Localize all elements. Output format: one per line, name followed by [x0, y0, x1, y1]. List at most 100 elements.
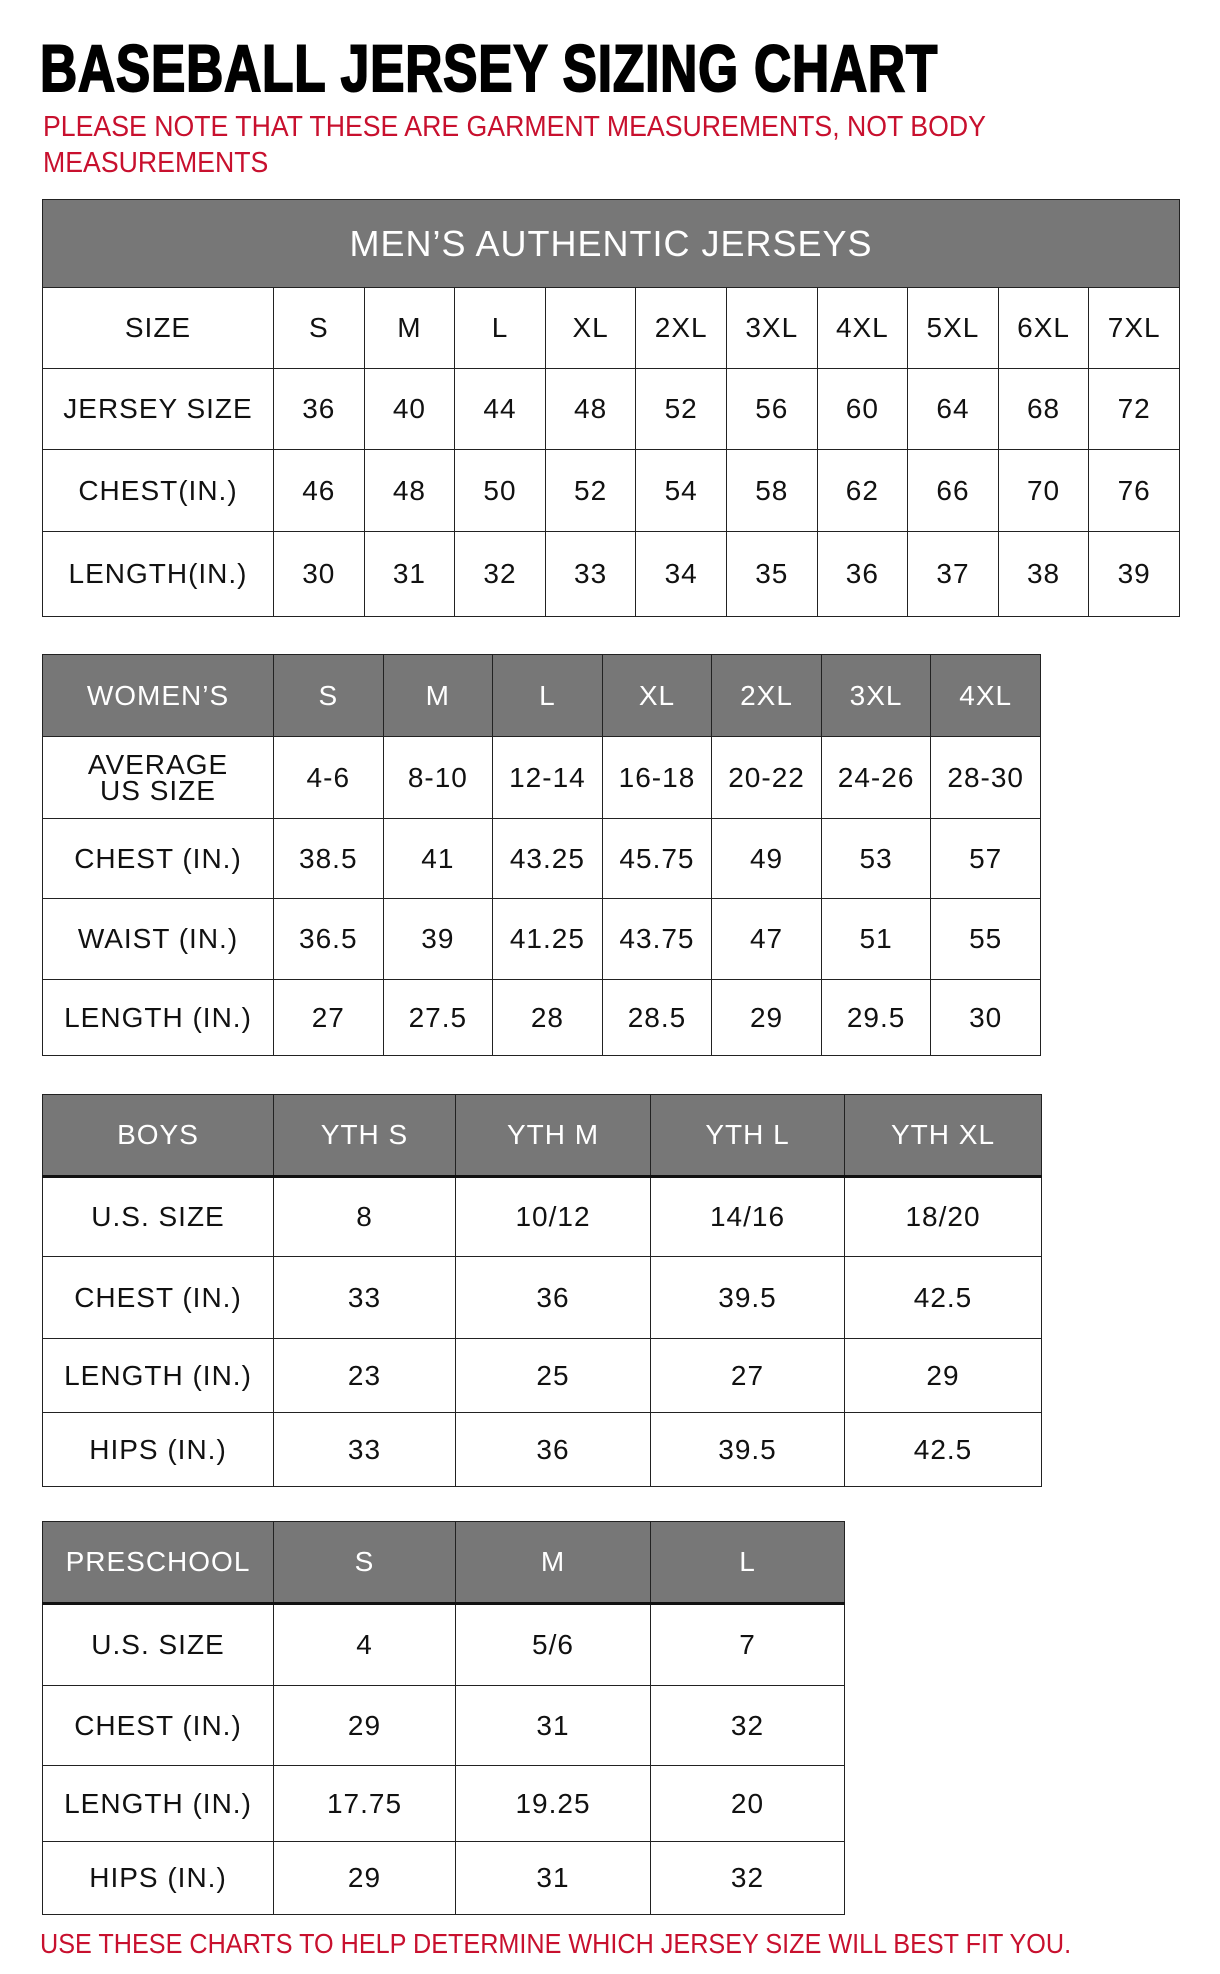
size-column-header: L — [492, 654, 603, 737]
mens-header-row: SIZE S M L XL 2XL 3XL 4XL 5XL 6XL 7XL — [42, 287, 1180, 369]
measurement-cell: 7 — [650, 1602, 845, 1686]
measurement-cell: 27 — [650, 1338, 845, 1413]
measurement-cell: 68 — [997, 368, 1090, 450]
table-row: WAIST (IN.) 36.5 39 41.25 43.75 47 51 55 — [42, 898, 1041, 980]
measurement-cell: 32 — [650, 1685, 845, 1766]
size-column-header: YTH L — [650, 1094, 845, 1177]
table-row: LENGTH(IN.) 30 31 32 33 34 35 36 37 38 39 — [42, 531, 1180, 617]
measurement-cell: 23 — [273, 1338, 456, 1413]
row-label: HIPS (IN.) — [42, 1412, 274, 1487]
measurement-cell: 36.5 — [273, 898, 384, 980]
size-column-header: 5XL — [907, 287, 999, 369]
measurement-cell: 39.5 — [650, 1412, 845, 1487]
row-label: LENGTH (IN.) — [42, 979, 274, 1056]
row-label-header: BOYS — [42, 1094, 274, 1177]
measurement-cell: 47 — [711, 898, 822, 980]
measurement-cell: 70 — [997, 449, 1090, 532]
size-column-header: M — [455, 1521, 651, 1604]
measurement-cell: 29 — [273, 1685, 456, 1766]
measurement-cell: 31 — [455, 1841, 651, 1915]
measurement-cell: 38 — [997, 531, 1090, 617]
size-column-header: 3XL — [820, 654, 932, 737]
measurement-cell: 42.5 — [844, 1256, 1042, 1339]
measurement-cell: 56 — [725, 368, 818, 450]
size-column-header: L — [650, 1521, 845, 1604]
measurement-cell: 29.5 — [820, 979, 932, 1056]
measurement-cell: 28-30 — [930, 736, 1041, 819]
table-row: CHEST(IN.) 46 48 50 52 54 58 62 66 70 76 — [42, 449, 1180, 532]
size-column-header: YTH M — [455, 1094, 651, 1177]
row-label: U.S. SIZE — [42, 1175, 274, 1257]
size-column-header: XL — [601, 654, 713, 737]
measurement-cell: 4 — [273, 1602, 456, 1686]
measurement-cell: 44 — [454, 368, 546, 450]
size-column-header: M — [363, 287, 456, 369]
row-label: LENGTH(IN.) — [42, 531, 274, 617]
size-column-header: S — [273, 287, 365, 369]
size-column-header: M — [382, 654, 494, 737]
measurement-cell: 43.25 — [492, 818, 603, 899]
measurement-cell: 32 — [454, 531, 546, 617]
size-column-header: 3XL — [725, 287, 818, 369]
table-row: U.S. SIZE 8 10/12 14/16 18/20 — [42, 1175, 1042, 1257]
measurement-cell: 32 — [650, 1841, 845, 1915]
row-label: LENGTH (IN.) — [42, 1765, 274, 1842]
measurement-cell: 36 — [273, 368, 365, 450]
size-column-header: 7XL — [1088, 287, 1180, 369]
womens-size-table: WOMEN’S S M L XL 2XL 3XL 4XL AVERAGE US SIZE 4-6 8… — [42, 654, 1041, 1056]
measurement-cell: 33 — [273, 1412, 456, 1487]
boys-size-table: BOYS YTH S YTH M YTH L YTH XL U.S. SIZE 8 10/12… — [42, 1094, 1042, 1487]
measurement-cell: 29 — [844, 1338, 1042, 1413]
measurement-cell: 27.5 — [382, 979, 494, 1056]
row-label: CHEST(IN.) — [42, 449, 274, 532]
table-row: LENGTH (IN.) 17.75 19.25 20 — [42, 1765, 845, 1842]
measurement-cell: 16-18 — [601, 736, 713, 819]
measurement-cell: 8-10 — [382, 736, 494, 819]
mens-table-title: MEN’S AUTHENTIC JERSEYS — [42, 199, 1180, 288]
measurement-cell: 39.5 — [650, 1256, 845, 1339]
measurement-cell: 25 — [455, 1338, 651, 1413]
measurement-cell: 66 — [907, 449, 999, 532]
footer-note: USE THESE CHARTS TO HELP DETERMINE WHICH… — [40, 1928, 1072, 1959]
page-title: BASEBALL JERSEY SIZING CHART — [39, 30, 939, 106]
measurement-cell: 34 — [635, 531, 727, 617]
measurement-cell: 41 — [382, 818, 494, 899]
measurement-cell: 19.25 — [455, 1765, 651, 1842]
measurement-cell: 51 — [820, 898, 932, 980]
measurement-cell: 40 — [363, 368, 456, 450]
table-row: U.S. SIZE 4 5/6 7 — [42, 1602, 845, 1686]
measurement-cell: 38.5 — [273, 818, 384, 899]
measurement-cell: 14/16 — [650, 1175, 845, 1257]
table-row: AVERAGE US SIZE 4-6 8-10 12-14 16-18 20-22 24-… — [42, 736, 1041, 819]
preschool-size-table: PRESCHOOL S M L U.S. SIZE 4 5/6 7 CHEST (IN.) 29 3… — [42, 1521, 845, 1915]
measurement-cell: 57 — [930, 818, 1041, 899]
measurement-cell: 30 — [930, 979, 1041, 1056]
measurement-cell: 42.5 — [844, 1412, 1042, 1487]
size-column-header: YTH S — [273, 1094, 456, 1177]
measurement-cell: 49 — [711, 818, 822, 899]
measurement-cell: 45.75 — [601, 818, 713, 899]
measurement-cell: 36 — [455, 1256, 651, 1339]
measurement-cell: 39 — [1088, 531, 1180, 617]
measurement-cell: 46 — [273, 449, 365, 532]
measurement-cell: 30 — [273, 531, 365, 617]
row-label: LENGTH (IN.) — [42, 1338, 274, 1413]
measurement-cell: 39 — [382, 898, 494, 980]
measurement-cell: 55 — [930, 898, 1041, 980]
measurement-cell: 17.75 — [273, 1765, 456, 1842]
measurement-cell: 36 — [455, 1412, 651, 1487]
table-row: LENGTH (IN.) 23 25 27 29 — [42, 1338, 1042, 1413]
measurement-cell: 54 — [635, 449, 727, 532]
size-column-header: S — [273, 1521, 456, 1604]
size-column-header: 2XL — [711, 654, 822, 737]
measurement-cell: 48 — [363, 449, 456, 532]
row-label: CHEST (IN.) — [42, 1256, 274, 1339]
measurement-cell: 72 — [1088, 368, 1180, 450]
measurement-cell: 58 — [725, 449, 818, 532]
measurement-cell: 8 — [273, 1175, 456, 1257]
measurement-cell: 29 — [711, 979, 822, 1056]
row-label: U.S. SIZE — [42, 1602, 274, 1686]
table-row: LENGTH (IN.) 27 27.5 28 28.5 29 29.5 30 — [42, 979, 1041, 1056]
preschool-header-row: PRESCHOOL S M L — [42, 1521, 845, 1604]
measurement-cell: 35 — [725, 531, 818, 617]
